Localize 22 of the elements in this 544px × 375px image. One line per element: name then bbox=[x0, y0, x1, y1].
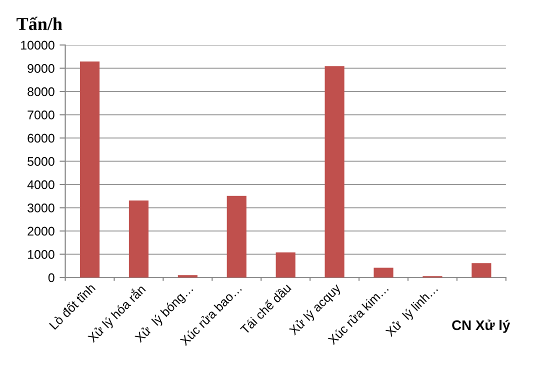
bar bbox=[276, 252, 296, 278]
x-axis-title: CN Xử lý bbox=[452, 320, 510, 333]
bar bbox=[80, 62, 100, 278]
bar bbox=[374, 268, 394, 278]
y-tick-label: 10000 bbox=[21, 40, 54, 50]
x-tick-label: Tái chế dầu bbox=[239, 282, 292, 335]
bar bbox=[472, 263, 492, 278]
bar bbox=[226, 196, 246, 278]
x-tick-label: Lò đốt tĩnh bbox=[48, 282, 96, 330]
y-tick-label: 3000 bbox=[28, 204, 54, 212]
bar bbox=[324, 66, 344, 278]
y-tick-label: 4000 bbox=[27, 180, 54, 190]
y-axis-title: Tấn/h bbox=[16, 16, 62, 30]
y-tick-label: 1000 bbox=[28, 250, 54, 259]
y-tick-label: 0 bbox=[48, 273, 54, 282]
y-tick-label: 9000 bbox=[28, 64, 54, 73]
y-tick-label: 8000 bbox=[28, 87, 54, 96]
y-tick-label: 7000 bbox=[28, 110, 54, 120]
bar bbox=[128, 200, 149, 278]
y-tick-label: 2000 bbox=[28, 226, 54, 236]
y-tick-label: 5000 bbox=[28, 157, 54, 166]
y-tick-label: 6000 bbox=[28, 134, 54, 143]
